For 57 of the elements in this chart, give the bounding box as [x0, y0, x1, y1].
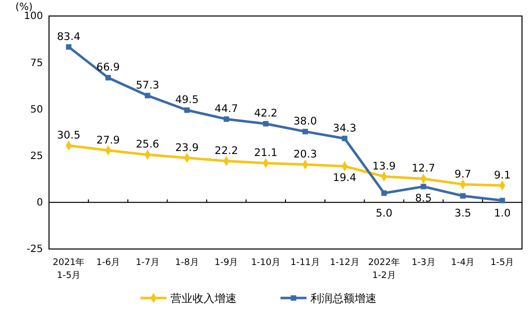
- data-label: 8.5: [415, 192, 432, 205]
- x-tick-label: 2022年 1-2月: [368, 257, 400, 281]
- point: [302, 128, 308, 134]
- x-tick-label: 1-12月: [330, 258, 360, 268]
- x-tick-label: 1-9月: [214, 258, 238, 268]
- data-label: 1.0: [494, 207, 511, 220]
- y-tick-label: -25: [26, 244, 43, 256]
- legend-label: 利润总额增速: [310, 292, 376, 305]
- y-tick-label: 100: [24, 11, 43, 22]
- data-label: 83.4: [57, 30, 81, 43]
- y-tick-label: 25: [30, 151, 43, 162]
- point: [184, 107, 190, 113]
- x-tick-label: 1-10月: [251, 258, 281, 268]
- data-label: 12.7: [412, 162, 436, 175]
- point: [420, 184, 426, 190]
- data-label: 30.5: [57, 130, 80, 142]
- point: [144, 92, 150, 98]
- data-label: 20.3: [294, 148, 317, 161]
- data-label: 13.9: [372, 160, 396, 172]
- data-label: 57.3: [136, 80, 160, 92]
- y-axis-title: (%): [15, 2, 33, 13]
- data-label: 49.5: [175, 94, 199, 106]
- x-tick-label: 1-4月: [451, 258, 475, 268]
- x-tick-label: 1-7月: [136, 258, 160, 268]
- data-label: 3.5: [454, 207, 472, 220]
- data-label: 25.6: [136, 138, 160, 151]
- x-tick-label: 1-3月: [412, 258, 436, 268]
- data-label: 22.2: [214, 145, 238, 158]
- x-tick-label: 1-8月: [175, 258, 199, 268]
- data-label: 38.0: [294, 116, 317, 128]
- x-tick-label: 1-6月: [96, 258, 120, 268]
- data-label: 34.3: [332, 122, 356, 134]
- data-label: 21.1: [254, 147, 278, 160]
- point: [500, 198, 506, 204]
- data-label: 27.9: [96, 134, 120, 146]
- data-label: 19.4: [332, 172, 357, 184]
- y-tick-label: 50: [30, 104, 43, 116]
- point: [66, 44, 72, 50]
- point: [105, 74, 111, 80]
- data-label: 23.9: [175, 142, 199, 154]
- x-tick-label: 2021年 1-5月: [52, 257, 85, 281]
- point: [381, 190, 387, 196]
- data-label: 42.2: [254, 108, 278, 120]
- point: [263, 121, 269, 126]
- point: [224, 116, 230, 122]
- y-tick-label: 75: [30, 58, 43, 69]
- legend-label: 营业收入增速: [170, 292, 236, 305]
- data-label: 5.0: [376, 207, 392, 220]
- y-tick-label: 0: [36, 198, 43, 209]
- x-tick-label: 1-11月: [290, 258, 320, 268]
- data-label: 44.7: [214, 103, 238, 116]
- data-label: 66.9: [96, 62, 120, 74]
- point: [342, 136, 348, 142]
- data-label: 9.1: [494, 169, 511, 182]
- x-tick-label: 1-5月: [490, 258, 514, 268]
- data-label: 9.7: [454, 168, 472, 180]
- point: [460, 193, 466, 199]
